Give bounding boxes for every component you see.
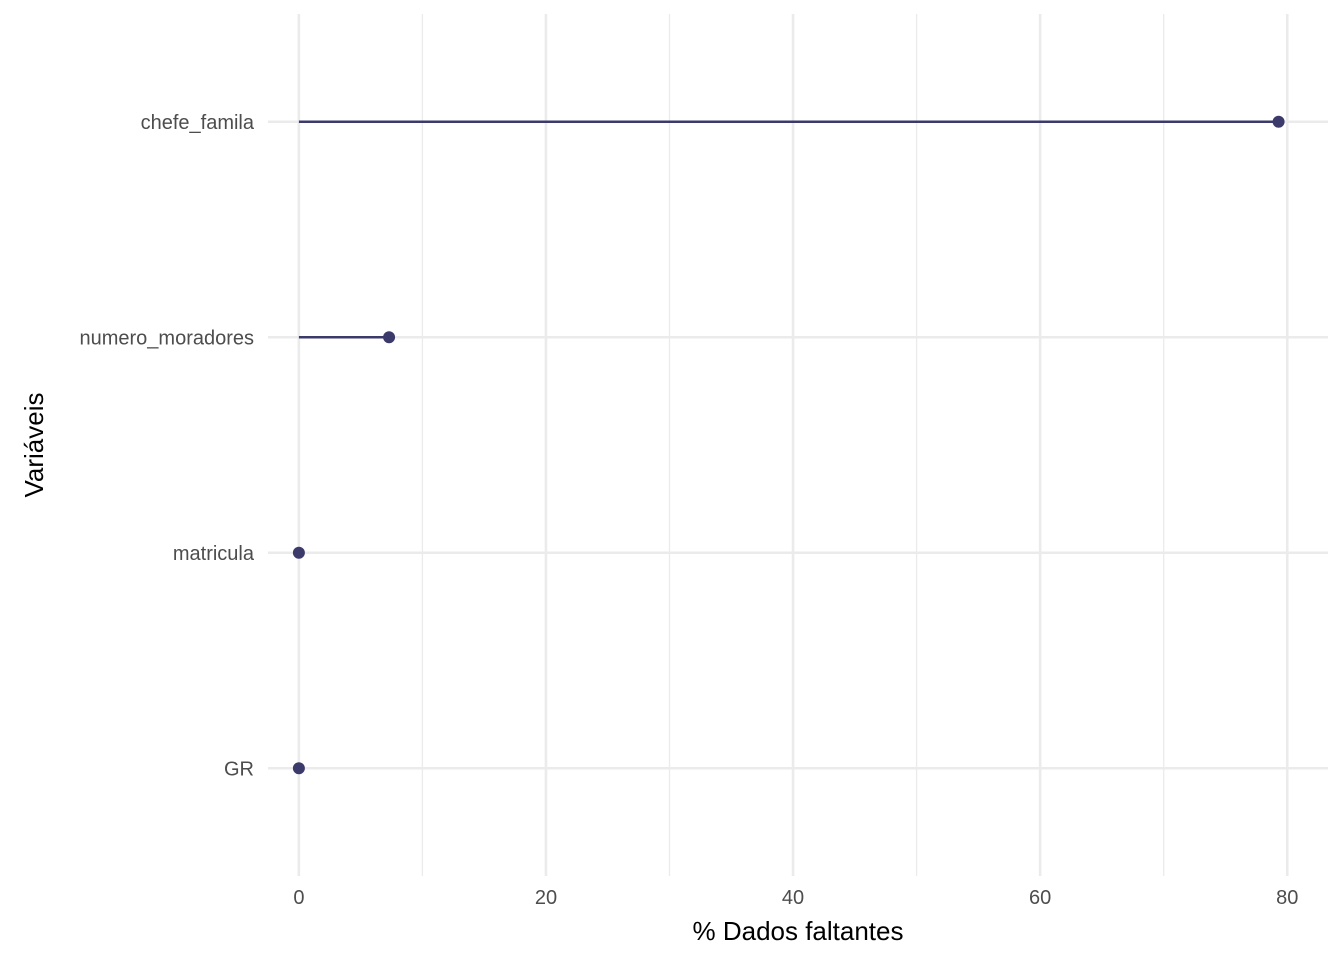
x-axis-title: % Dados faltantes (692, 916, 903, 946)
x-tick-label: 20 (535, 887, 557, 909)
lollipop-point (292, 546, 305, 559)
x-tick-label: 80 (1276, 887, 1298, 909)
grid-layer (268, 14, 1328, 876)
lollipop-point (1272, 115, 1285, 128)
x-tick-label: 60 (1029, 887, 1051, 909)
y-tick-label: matricula (173, 543, 255, 565)
marks-layer (292, 115, 1285, 775)
y-axis-title: Variáveis (19, 392, 49, 497)
y-tick-labels: chefe_famila numero_moradores matricula GR (79, 112, 254, 781)
x-tick-labels: 0 20 40 60 80 (293, 887, 1298, 909)
lollipop-point (383, 331, 396, 344)
lollipop-point (292, 762, 305, 775)
y-tick-label: numero_moradores (79, 327, 254, 349)
x-tick-label: 0 (293, 887, 304, 909)
y-tick-label: GR (224, 758, 254, 780)
x-tick-label: 40 (782, 887, 804, 909)
y-tick-label: chefe_famila (141, 112, 255, 134)
